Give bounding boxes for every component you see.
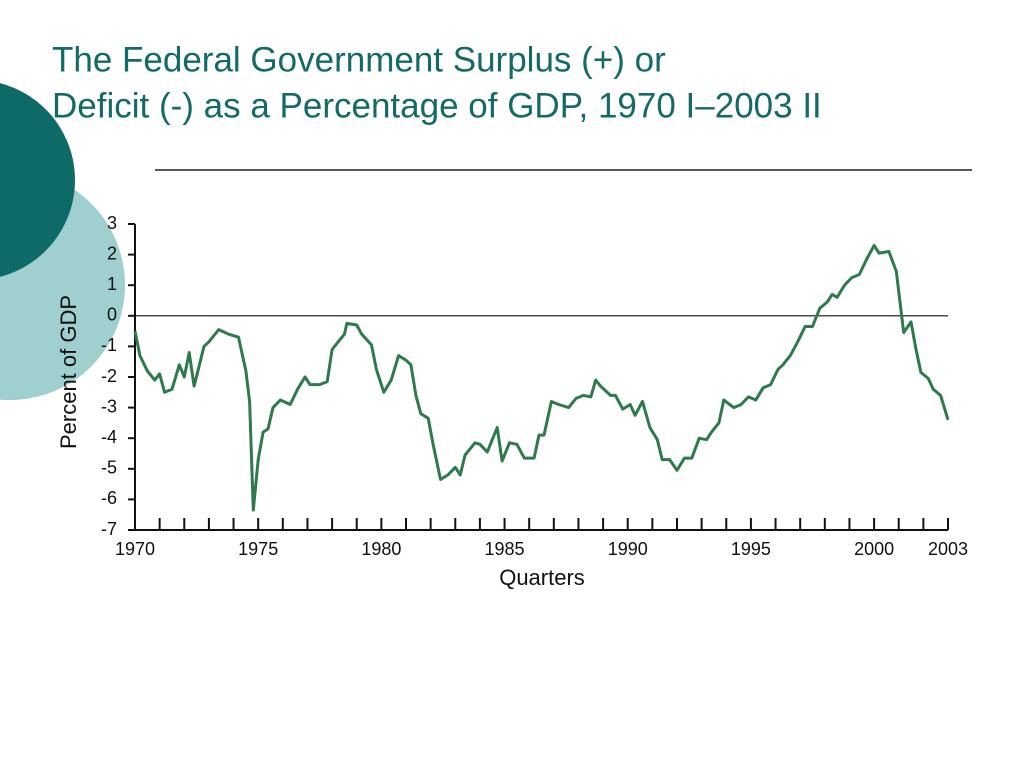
data-line bbox=[133, 243, 950, 512]
y-tick-label: 2 bbox=[107, 243, 117, 263]
y-tick-label: -2 bbox=[101, 366, 117, 386]
x-tick-label: 2003 bbox=[928, 539, 968, 559]
y-tick-label: -7 bbox=[101, 519, 117, 539]
x-tick-label: 1970 bbox=[115, 539, 155, 559]
title-line: The Federal Government Surplus (+) or bbox=[52, 40, 666, 79]
x-tick-label: 1975 bbox=[238, 539, 278, 559]
y-axis-label: Percent of GDP bbox=[56, 295, 81, 449]
decor-circle-dark bbox=[0, 83, 75, 277]
x-tick-label: 1980 bbox=[361, 539, 401, 559]
y-tick-label: 0 bbox=[107, 305, 117, 325]
y-tick-label: 1 bbox=[107, 274, 117, 294]
x-tick-label: 2000 bbox=[854, 539, 894, 559]
x-tick-label: 1990 bbox=[608, 539, 648, 559]
y-tick-label: -6 bbox=[101, 488, 117, 508]
y-tick-label: -5 bbox=[101, 458, 117, 478]
y-tick-label: -1 bbox=[101, 335, 117, 355]
y-tick-label: 3 bbox=[107, 213, 117, 233]
x-axis-label: Quarters bbox=[499, 565, 585, 590]
title-line: Deficit (-) as a Percentage of GDP, 1970… bbox=[52, 86, 822, 125]
y-tick-label: -4 bbox=[101, 427, 117, 447]
y-tick-label: -3 bbox=[101, 396, 117, 416]
x-tick-label: 1995 bbox=[731, 539, 771, 559]
x-tick-label: 1985 bbox=[485, 539, 525, 559]
